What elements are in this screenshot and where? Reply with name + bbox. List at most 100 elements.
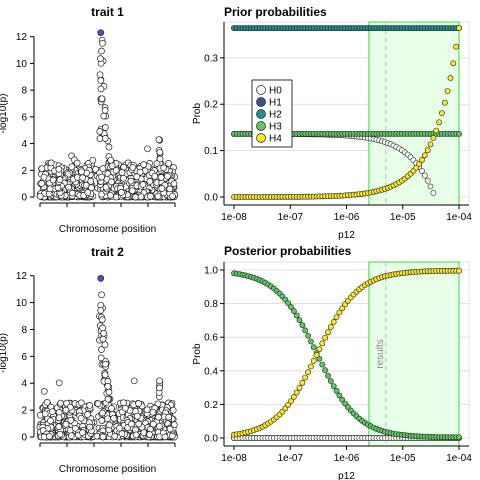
point-h3: [296, 317, 303, 324]
point-h4: [330, 318, 337, 325]
snp-point: [104, 415, 111, 423]
point-h3: [456, 130, 462, 137]
point-h4: [433, 127, 440, 134]
point-h4: [322, 334, 328, 341]
snp-point: [144, 145, 151, 153]
snp-point: [140, 161, 148, 168]
point-h4: [424, 147, 431, 154]
snp-point: [166, 425, 174, 433]
snp-point: [105, 143, 113, 151]
point-h0: [430, 190, 437, 196]
snp-point: [56, 430, 64, 438]
y-axis-label: Prob: [192, 343, 203, 365]
x-tick-label: 1e-08: [221, 453, 247, 464]
snp-point: [86, 402, 94, 409]
point-h4: [310, 357, 317, 364]
y-axis-label: -log10(p): [0, 93, 9, 133]
snp-point: [155, 136, 163, 144]
snp-point: [165, 413, 173, 421]
point-h4: [453, 43, 460, 50]
y-axis-label: Prob: [192, 103, 203, 125]
y-tick-label: 6: [21, 112, 27, 123]
y-tick-label: 2: [21, 406, 27, 417]
snp-point: [128, 187, 136, 195]
y-axis-label: -log10(p): [0, 333, 9, 373]
snp-point: [84, 189, 92, 196]
snp-point: [40, 173, 48, 181]
snp-point: [40, 387, 48, 395]
snp-point: [77, 399, 85, 407]
snp-point: [68, 163, 76, 171]
snp-point: [157, 174, 165, 181]
snp-point: [135, 420, 143, 428]
legend-label-h4: H4: [269, 134, 282, 145]
results-label: results: [375, 339, 386, 368]
snp-point: [65, 183, 72, 191]
snp-point: [110, 414, 118, 422]
snp-points: [36, 291, 178, 441]
point-h3: [325, 372, 331, 379]
point-h4: [419, 156, 425, 163]
snp-point: [130, 377, 138, 385]
snp-point: [133, 412, 141, 420]
point-h3: [310, 344, 317, 351]
panel-title: Posterior probabilities: [224, 244, 352, 258]
y-tick-label: 10: [16, 59, 28, 70]
series-h2: [231, 25, 462, 31]
point-h4: [325, 329, 331, 336]
legend-label-h2: H2: [269, 110, 282, 121]
snp-points: [36, 36, 179, 201]
snp-point: [55, 379, 63, 387]
snp-point: [107, 156, 115, 164]
snp-point: [98, 95, 106, 103]
snp-point: [93, 432, 101, 440]
snp-point: [151, 172, 159, 180]
point-h4: [333, 314, 340, 320]
point-h3: [299, 322, 306, 329]
x-tick-label: 1e-06: [334, 212, 360, 223]
snp-point: [98, 316, 106, 323]
snp-point: [79, 429, 86, 436]
y-tick-label: 0.3: [204, 53, 218, 64]
snp-point: [154, 192, 162, 200]
snp-point: [156, 384, 163, 392]
snp-point: [146, 431, 153, 438]
point-h3: [293, 312, 300, 319]
snp-point: [153, 160, 161, 167]
snp-point: [36, 192, 44, 200]
snp-point: [139, 181, 147, 188]
point-h3: [322, 367, 328, 374]
snp-point: [97, 85, 105, 93]
snp-point: [112, 166, 120, 174]
snp-point: [98, 291, 105, 299]
point-h4: [456, 25, 462, 31]
snp-point: [121, 404, 129, 412]
snp-point: [107, 191, 114, 199]
snp-point: [156, 155, 164, 163]
point-h4: [327, 324, 334, 330]
x-tick-label: 1e-04: [446, 212, 472, 223]
x-axis-label: p12: [338, 230, 355, 241]
snp-point: [62, 406, 70, 414]
point-h0: [424, 177, 431, 184]
x-axis-label: Chromosome position: [59, 464, 156, 475]
snp-point: [55, 414, 63, 422]
snp-point: [87, 177, 95, 185]
legend-marker-h1: [256, 97, 266, 107]
y-tick-label: 0.2: [204, 100, 218, 111]
point-h4: [447, 75, 454, 81]
lead-snp-point: [97, 29, 105, 37]
point-h4: [307, 363, 314, 370]
snp-point: [170, 180, 178, 188]
snp-point: [94, 400, 102, 407]
snp-point: [97, 354, 105, 362]
x-tick-label: 1e-06: [334, 453, 360, 464]
snp-point: [156, 148, 164, 156]
snp-point: [55, 423, 63, 431]
legend-marker-h2: [256, 109, 266, 119]
snp-point: [146, 178, 154, 185]
y-tick-label: 0.1: [204, 146, 218, 157]
snp-point: [96, 128, 104, 135]
snp-point: [67, 416, 75, 424]
